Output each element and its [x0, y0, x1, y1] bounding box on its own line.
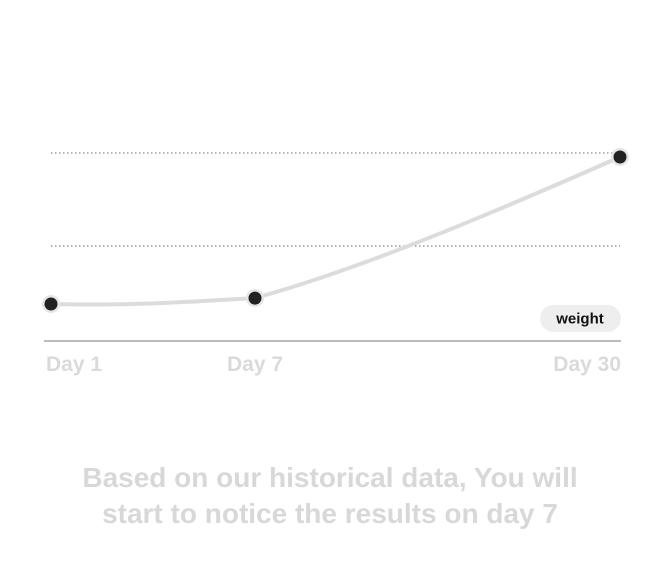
grid-lines [51, 152, 620, 247]
caption-line-1: Based on our historical data, You will [82, 462, 578, 493]
series-line-weight [49, 155, 622, 307]
legend-pill [540, 305, 621, 332]
x-tick-label: Day 7 [227, 353, 283, 376]
x-tick-label: Day 1 [46, 353, 102, 376]
results-caption: Based on our historical data, You will s… [60, 460, 600, 532]
data-point [248, 291, 262, 305]
x-tick-labels: Day 1 Day 7 Day 30 [46, 353, 621, 376]
data-point [613, 150, 627, 164]
data-point [44, 297, 58, 311]
data-points [42, 148, 629, 313]
legend-weight: weight [540, 305, 621, 332]
legend-label: weight [555, 311, 604, 328]
x-tick-label: Day 30 [553, 353, 621, 376]
caption-line-2: start to notice the results on day 7 [102, 498, 558, 529]
